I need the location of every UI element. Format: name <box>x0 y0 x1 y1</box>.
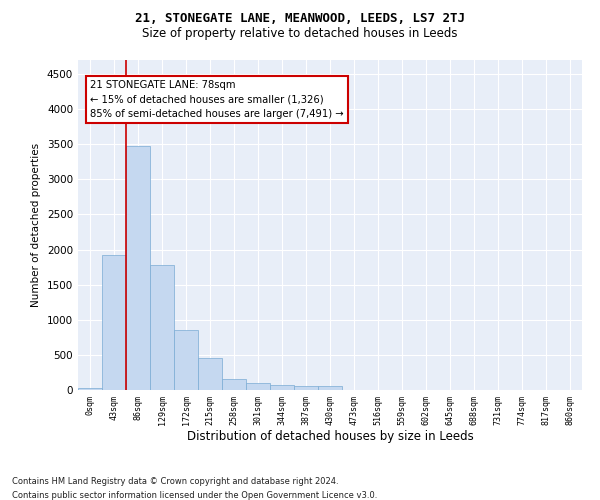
X-axis label: Distribution of detached houses by size in Leeds: Distribution of detached houses by size … <box>187 430 473 444</box>
Text: 21 STONEGATE LANE: 78sqm
← 15% of detached houses are smaller (1,326)
85% of sem: 21 STONEGATE LANE: 78sqm ← 15% of detach… <box>91 80 344 120</box>
Bar <box>222 379 246 390</box>
Bar <box>102 255 126 390</box>
Bar <box>126 146 150 390</box>
Text: 21, STONEGATE LANE, MEANWOOD, LEEDS, LS7 2TJ: 21, STONEGATE LANE, MEANWOOD, LEEDS, LS7… <box>135 12 465 26</box>
Text: Contains HM Land Registry data © Crown copyright and database right 2024.: Contains HM Land Registry data © Crown c… <box>12 478 338 486</box>
Y-axis label: Number of detached properties: Number of detached properties <box>31 143 41 307</box>
Text: Size of property relative to detached houses in Leeds: Size of property relative to detached ho… <box>142 28 458 40</box>
Bar <box>294 386 318 390</box>
Bar <box>198 358 222 390</box>
Bar <box>174 330 198 390</box>
Bar <box>78 388 102 390</box>
Bar <box>318 386 342 390</box>
Bar <box>246 384 270 390</box>
Bar <box>270 384 294 390</box>
Bar <box>150 265 174 390</box>
Text: Contains public sector information licensed under the Open Government Licence v3: Contains public sector information licen… <box>12 491 377 500</box>
